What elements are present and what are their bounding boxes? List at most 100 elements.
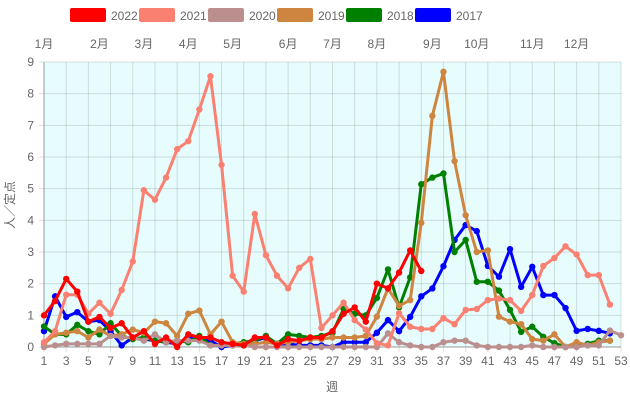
data-point-2020 <box>85 340 92 348</box>
data-point-2022 <box>51 297 59 305</box>
legend-label: 2021 <box>180 9 207 23</box>
y-tick-label: 7 <box>27 118 34 132</box>
y-tick-label: 2 <box>27 277 34 291</box>
data-point-2021 <box>284 285 292 292</box>
data-point-2019 <box>62 329 70 336</box>
x-tick-label: 3 <box>63 354 70 368</box>
data-point-2020 <box>351 343 358 351</box>
data-point-2018 <box>462 236 469 244</box>
data-point-2020 <box>429 343 436 351</box>
y-tick-label: 3 <box>27 245 34 259</box>
data-point-2022 <box>229 340 236 348</box>
data-point-2019 <box>373 313 381 320</box>
data-point-2020 <box>118 334 125 341</box>
data-point-2020 <box>296 343 303 351</box>
data-point-2017 <box>429 285 436 292</box>
data-point-2021 <box>273 272 281 279</box>
x-tick-label: 47 <box>548 354 562 368</box>
data-point-2017 <box>373 329 381 336</box>
data-point-2022 <box>185 331 192 338</box>
data-point-2020 <box>584 342 591 349</box>
data-point-2021 <box>251 210 259 218</box>
data-point-2019 <box>529 335 536 343</box>
data-point-2020 <box>529 342 536 349</box>
data-point-2022 <box>74 288 81 295</box>
x-tick-label: 29 <box>348 354 362 368</box>
x-tick-label: 51 <box>592 354 606 368</box>
data-point-2017 <box>40 327 48 335</box>
data-point-2018 <box>529 323 536 330</box>
x-tick-label: 33 <box>392 354 406 368</box>
data-point-2017 <box>395 327 403 335</box>
data-point-2017 <box>440 263 447 270</box>
y-tick-label: 4 <box>27 213 34 227</box>
data-point-2021 <box>362 326 369 333</box>
y-tick-label: 9 <box>27 55 34 69</box>
data-point-2018 <box>506 306 514 314</box>
data-point-2022 <box>129 334 136 341</box>
series-2022 <box>40 247 425 351</box>
data-point-2019 <box>517 321 525 328</box>
data-point-2021 <box>440 314 447 322</box>
data-point-2022 <box>340 310 347 317</box>
data-point-2017 <box>384 316 392 324</box>
legend-label: 2017 <box>456 9 483 23</box>
data-point-2021 <box>573 251 580 258</box>
data-point-2017 <box>406 313 414 321</box>
data-point-2017 <box>362 339 369 346</box>
series-2020 <box>40 327 625 351</box>
data-point-2018 <box>373 294 381 302</box>
x-tick-label: 37 <box>437 354 451 368</box>
x-tick-label: 9 <box>129 354 136 368</box>
data-point-2017 <box>584 325 591 333</box>
legend-swatch <box>139 8 175 22</box>
data-point-2022 <box>262 334 270 341</box>
data-point-2020 <box>140 337 148 344</box>
data-point-2022 <box>307 334 314 341</box>
data-point-2022 <box>284 335 292 343</box>
lines-group <box>40 68 625 351</box>
data-point-2021 <box>406 323 414 330</box>
month-label: 3月 <box>135 37 154 51</box>
data-point-2021 <box>517 307 525 315</box>
data-point-2020 <box>595 342 603 349</box>
data-point-2021 <box>107 310 114 317</box>
legend-item-2017: 2017 <box>415 8 483 23</box>
data-point-2018 <box>495 287 503 294</box>
data-point-2020 <box>484 343 492 351</box>
data-point-2020 <box>329 343 336 351</box>
data-point-2022 <box>384 285 392 292</box>
x-tick-label: 49 <box>570 354 584 368</box>
legend-item-2021: 2021 <box>139 8 207 23</box>
data-point-2021 <box>395 309 403 317</box>
data-point-2019 <box>151 318 159 325</box>
data-point-2018 <box>85 327 92 335</box>
x-tick-label: 11 <box>149 354 162 368</box>
data-point-2020 <box>440 339 447 346</box>
data-point-2021 <box>173 145 181 153</box>
legend-swatch <box>346 8 382 22</box>
data-point-2019 <box>418 219 425 227</box>
data-point-2022 <box>273 342 281 349</box>
data-point-2020 <box>606 327 614 334</box>
data-point-2019 <box>440 68 447 76</box>
data-point-2017 <box>551 291 558 299</box>
data-point-2019 <box>196 307 203 314</box>
data-point-2022 <box>362 318 369 325</box>
data-point-2019 <box>340 334 347 341</box>
data-point-2018 <box>284 331 292 338</box>
data-point-2021 <box>384 342 392 349</box>
data-point-2020 <box>151 331 159 338</box>
data-point-2020 <box>506 343 514 351</box>
data-point-2018 <box>451 248 458 256</box>
data-point-2017 <box>495 273 503 280</box>
data-point-2020 <box>318 343 325 351</box>
legend-item-2020: 2020 <box>208 8 276 23</box>
data-point-2019 <box>85 334 92 341</box>
data-point-2017 <box>340 339 347 346</box>
x-tick-label: 39 <box>459 354 473 368</box>
data-point-2021 <box>462 306 469 314</box>
data-point-2019 <box>495 313 503 320</box>
data-point-2022 <box>373 280 381 287</box>
